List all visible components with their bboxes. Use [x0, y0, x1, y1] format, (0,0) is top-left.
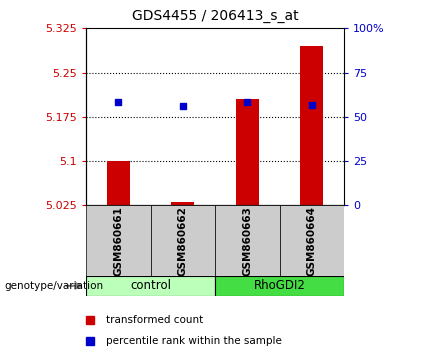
Bar — [150, 205, 215, 276]
Text: genotype/variation: genotype/variation — [4, 281, 104, 291]
Bar — [280, 205, 344, 276]
Text: RhoGDI2: RhoGDI2 — [254, 279, 305, 292]
Bar — [236, 99, 258, 205]
Title: GDS4455 / 206413_s_at: GDS4455 / 206413_s_at — [132, 9, 298, 23]
Text: percentile rank within the sample: percentile rank within the sample — [106, 336, 283, 346]
Bar — [301, 46, 323, 205]
Text: GSM860663: GSM860663 — [242, 206, 252, 276]
Text: GSM860664: GSM860664 — [307, 206, 317, 276]
Text: GSM860662: GSM860662 — [178, 206, 188, 276]
Text: control: control — [130, 279, 171, 292]
Bar — [86, 205, 150, 276]
Bar — [86, 276, 215, 296]
Text: GSM860661: GSM860661 — [113, 206, 123, 276]
Bar — [172, 202, 194, 205]
Bar — [215, 205, 280, 276]
Bar — [107, 161, 129, 205]
Bar — [215, 276, 344, 296]
Text: transformed count: transformed count — [106, 315, 204, 325]
